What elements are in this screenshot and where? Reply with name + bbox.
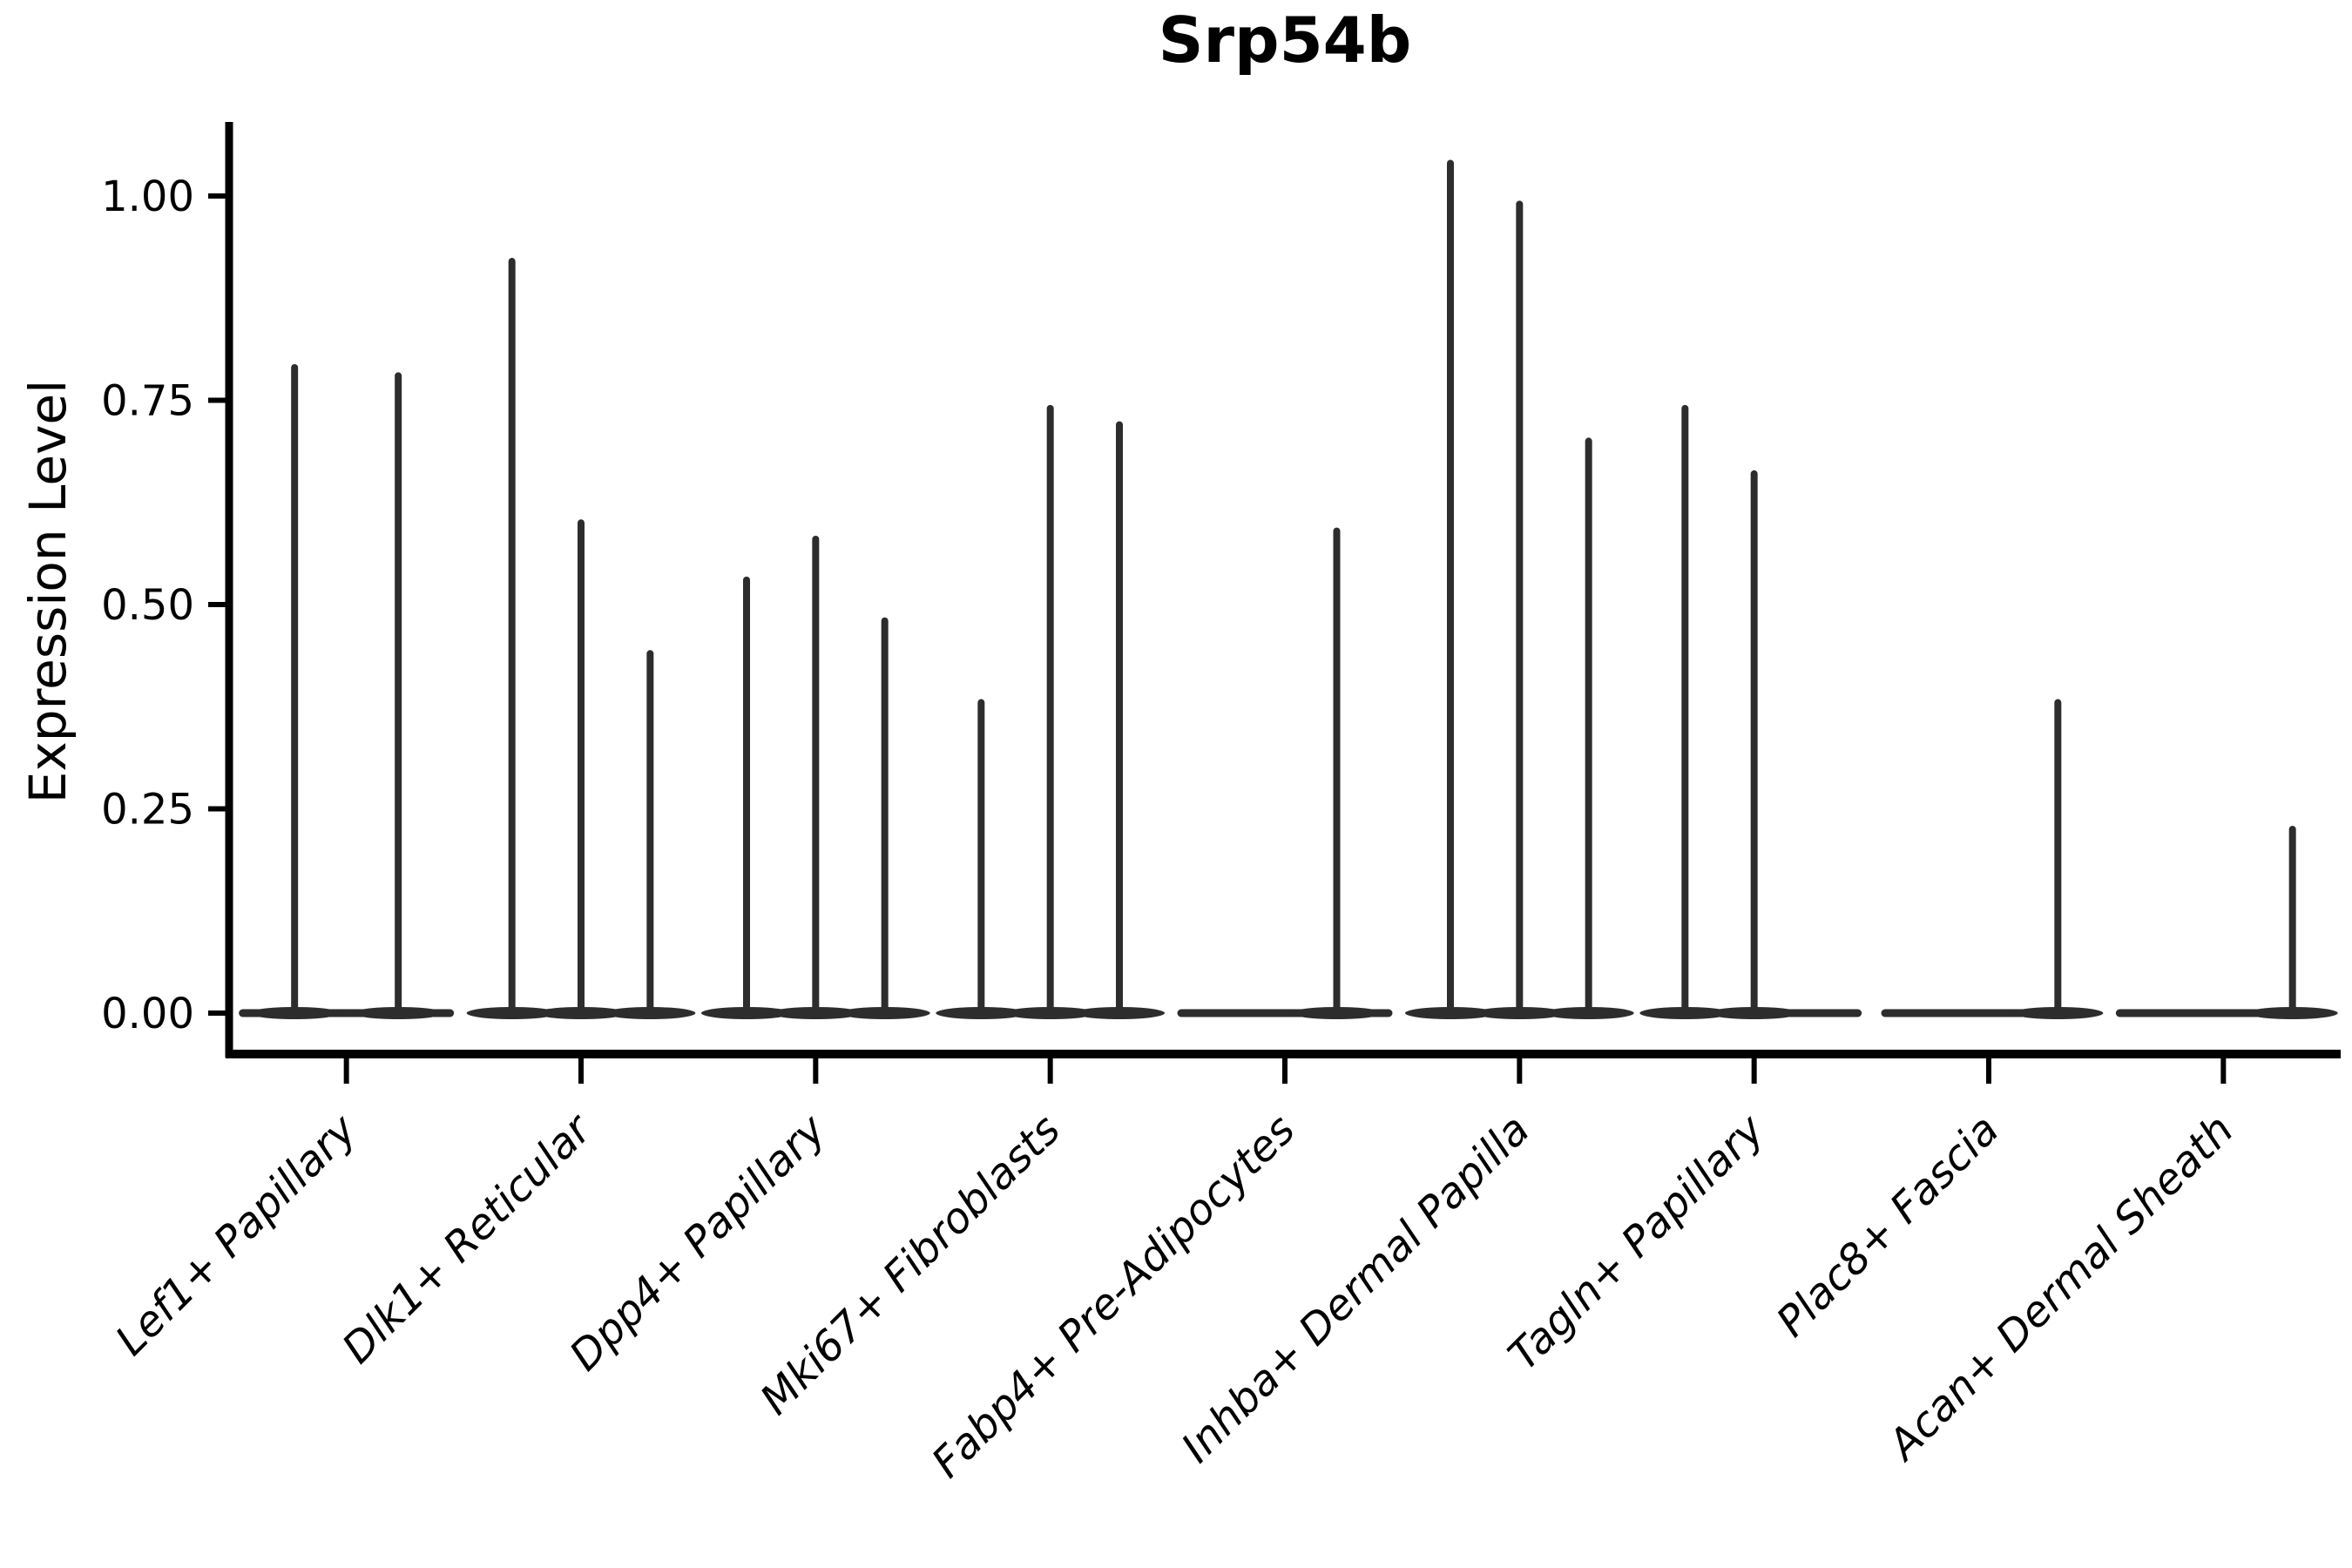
x-category-label: Dpp4+ Papillary (560, 1105, 835, 1380)
y-tick-label: 1.00 (101, 172, 194, 221)
y-tick-label: 0.00 (101, 990, 194, 1038)
x-category-label: Plac8+ Fascia (1767, 1105, 2009, 1347)
y-tick-label: 0.25 (101, 786, 194, 835)
x-category-label: Tagln+ Papillary (1499, 1105, 1774, 1380)
x-category-label: Lef1+ Papillary (106, 1105, 367, 1365)
x-category-label: Dlk1+ Reticular (333, 1104, 603, 1374)
y-tick-label: 0.75 (101, 377, 194, 426)
plot-title: Srp54b (1158, 3, 1412, 77)
y-tick-label: 0.50 (101, 581, 194, 630)
